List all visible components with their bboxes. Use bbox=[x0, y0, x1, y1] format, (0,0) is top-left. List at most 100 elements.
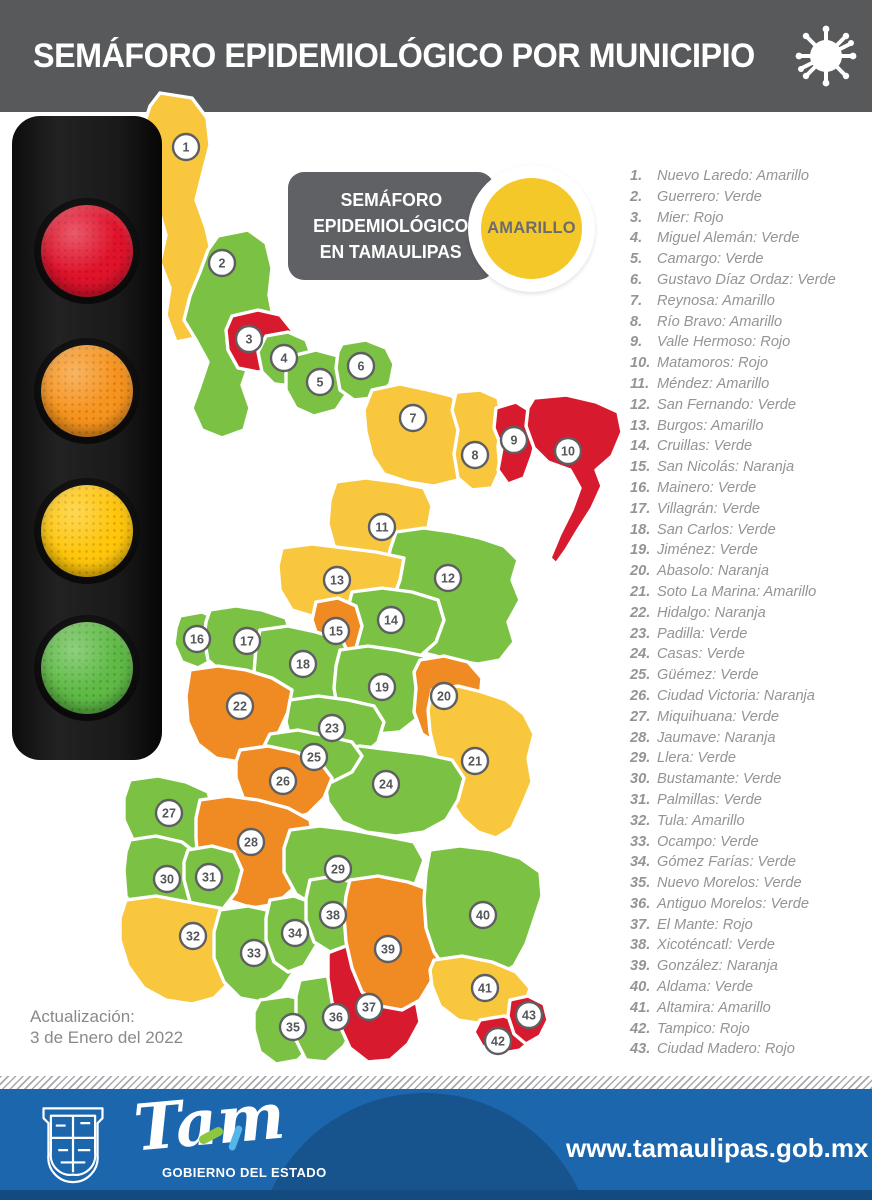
list-item: 17. Villagrán: Verde bbox=[630, 499, 868, 520]
list-item-label: San Nicolás: Naranja bbox=[657, 459, 795, 476]
list-item-number: 10. bbox=[630, 355, 651, 372]
list-item-label: Tampico: Rojo bbox=[657, 1020, 750, 1037]
list-item-number: 1. bbox=[630, 168, 643, 184]
list-item-label: Nuevo Laredo: Amarillo bbox=[657, 168, 809, 184]
list-item-number: 21. bbox=[630, 583, 651, 600]
map-marker-number: 22 bbox=[233, 699, 247, 713]
map-marker-number: 18 bbox=[296, 657, 310, 671]
list-item: 40. Aldama: Verde bbox=[630, 977, 868, 998]
list-item: 26. Ciudad Victoria: Naranja bbox=[630, 686, 868, 707]
badge-line1: SEMÁFORO bbox=[340, 189, 442, 210]
list-item-label: Aldama: Verde bbox=[657, 979, 753, 996]
map-marker-number: 3 bbox=[246, 332, 253, 346]
list-item: 42. Tampico: Rojo bbox=[630, 1019, 868, 1040]
tam-logo-subtext: GOBIERNO DEL ESTADO bbox=[162, 1165, 327, 1180]
map-marker-number: 25 bbox=[307, 750, 321, 764]
map-marker-number: 29 bbox=[331, 862, 345, 876]
map-marker-6 bbox=[346, 351, 376, 381]
list-item: 27. Miquihuana: Verde bbox=[630, 707, 868, 728]
list-item-number: 27. bbox=[630, 708, 651, 725]
list-item-number: 31. bbox=[630, 791, 651, 808]
map-marker-number: 30 bbox=[160, 872, 174, 886]
map-marker-number: 10 bbox=[561, 444, 575, 458]
list-item-number: 34. bbox=[630, 854, 651, 871]
map-marker-number: 17 bbox=[240, 634, 254, 648]
map-marker-42 bbox=[483, 1026, 513, 1056]
list-item-label: Casas: Verde bbox=[657, 646, 745, 663]
list-item: 36. Antiguo Morelos: Verde bbox=[630, 894, 868, 915]
badge-line2: EPIDEMIOLÓGICO bbox=[313, 215, 469, 236]
list-item-label: Burgos: Amarillo bbox=[657, 417, 764, 434]
map-marker-4 bbox=[269, 343, 299, 373]
list-item-label: Méndez: Amarillo bbox=[657, 375, 770, 392]
map-marker-number: 6 bbox=[358, 359, 365, 373]
list-item: 5. Camargo: Verde bbox=[630, 249, 868, 270]
map-marker-number: 28 bbox=[244, 835, 258, 849]
list-item-number: 8. bbox=[630, 313, 643, 330]
list-item-number: 28. bbox=[630, 729, 651, 746]
map-marker-38 bbox=[318, 900, 348, 930]
list-item: 6. Gustavo Díaz Ordaz: Verde bbox=[630, 270, 868, 291]
list-item: 35. Nuevo Morelos: Verde bbox=[630, 873, 868, 894]
semaforo-badge: SEMÁFORO EPIDEMIOLÓGICO EN TAMAULIPAS bbox=[288, 172, 494, 280]
list-item-number: 25. bbox=[630, 667, 651, 684]
list-item-number: 33. bbox=[630, 833, 651, 850]
map-marker-22 bbox=[225, 691, 255, 721]
map-marker-number: 8 bbox=[472, 448, 479, 462]
map-marker-3 bbox=[234, 324, 264, 354]
traffic-light bbox=[12, 116, 162, 760]
list-item-number: 3. bbox=[630, 209, 643, 226]
list-item: 22. Hidalgo: Naranja bbox=[630, 603, 868, 624]
map-marker-8 bbox=[460, 440, 490, 470]
list-item-number: 30. bbox=[630, 771, 651, 788]
map-marker-17 bbox=[232, 626, 262, 656]
list-item: 29. Llera: Verde bbox=[630, 748, 868, 769]
map-marker-7 bbox=[398, 403, 428, 433]
list-item: 12. San Fernando: Verde bbox=[630, 395, 868, 416]
map-marker-number: 27 bbox=[162, 806, 176, 820]
list-item: 9. Valle Hermoso: Rojo bbox=[630, 332, 868, 353]
list-item: 13. Burgos: Amarillo bbox=[630, 416, 868, 437]
map-marker-34 bbox=[280, 918, 310, 948]
footer-bar: Tam GOBIERNO DEL ESTADO www.tamaulipas.g… bbox=[0, 1089, 872, 1200]
map-marker-number: 21 bbox=[468, 754, 482, 768]
list-item-label: Ocampo: Verde bbox=[657, 833, 759, 850]
map-marker-25 bbox=[299, 742, 329, 772]
map-marker-number: 12 bbox=[441, 571, 455, 585]
municipality-list: 1. Nuevo Laredo: Amarillo 2. Guerrero: Verd… bbox=[630, 166, 868, 1060]
map-marker-43 bbox=[514, 1000, 544, 1030]
update-note: Actualización: 3 de Enero del 2022 bbox=[30, 1006, 183, 1048]
list-item-label: Jaumave: Naranja bbox=[657, 729, 776, 746]
list-item-label: Valle Hermoso: Rojo bbox=[657, 334, 791, 351]
map-marker-number: 43 bbox=[522, 1008, 536, 1022]
list-item-label: González: Naranja bbox=[657, 958, 778, 975]
map-marker-number: 4 bbox=[281, 351, 288, 365]
list-item: 18. San Carlos: Verde bbox=[630, 520, 868, 541]
list-item-label: Mier: Rojo bbox=[657, 209, 724, 226]
list-item-number: 22. bbox=[630, 604, 651, 621]
map-marker-37 bbox=[354, 992, 384, 1022]
map-marker-number: 36 bbox=[329, 1010, 343, 1024]
list-item-number: 36. bbox=[630, 895, 651, 912]
map-marker-14 bbox=[376, 605, 406, 635]
list-item: 8. Río Bravo: Amarillo bbox=[630, 312, 868, 333]
map-marker-13 bbox=[322, 565, 352, 595]
traffic-light-verde bbox=[34, 615, 140, 721]
list-item-number: 19. bbox=[630, 542, 651, 559]
map-marker-number: 42 bbox=[491, 1034, 505, 1048]
map-marker-number: 41 bbox=[478, 981, 492, 995]
list-item: 10. Matamoros: Rojo bbox=[630, 353, 868, 374]
list-item-label: Reynosa: Amarillo bbox=[657, 292, 775, 309]
map-marker-33 bbox=[239, 938, 269, 968]
list-item-number: 5. bbox=[630, 251, 643, 268]
list-item-label: Xicoténcatl: Verde bbox=[657, 937, 775, 954]
map-marker-18 bbox=[288, 649, 318, 679]
list-item: 31. Palmillas: Verde bbox=[630, 790, 868, 811]
tam-logo: Tam GOBIERNO DEL ESTADO bbox=[120, 1089, 326, 1200]
map-marker-number: 19 bbox=[375, 680, 389, 694]
list-item-label: Palmillas: Verde bbox=[657, 791, 762, 808]
map-marker-number: 13 bbox=[330, 573, 344, 587]
map-marker-16 bbox=[182, 624, 212, 654]
map-marker-11 bbox=[367, 512, 397, 542]
